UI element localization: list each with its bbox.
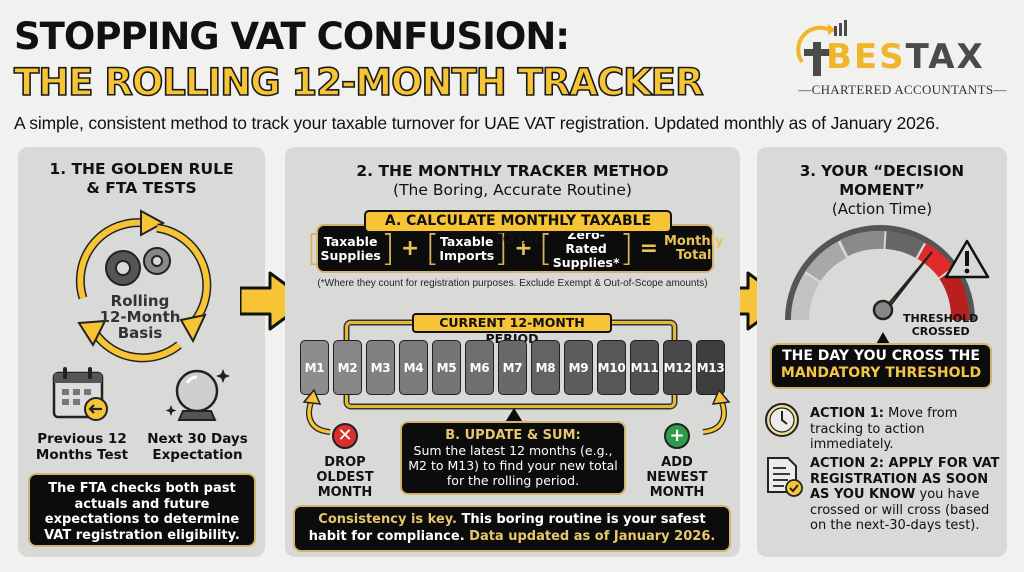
drop-oldest-month-label: DROP OLDEST MONTH (316, 455, 374, 500)
formula-term-taxable-supplies: [Taxable Supplies] (306, 227, 395, 269)
action-2: ACTION 2: APPLY FOR VAT REGISTRATION AS … (810, 456, 1000, 533)
plus-operator: + (514, 236, 532, 261)
logo-tagline: —CHARTERED ACCOUNTANTS— (798, 82, 1007, 97)
curved-arrow-add-icon (702, 388, 731, 435)
month-box: M6 (465, 340, 494, 395)
decision-callout: THE DAY YOU CROSS THE MANDATORY THRESHOL… (772, 345, 990, 387)
close-icon: ✕ (332, 423, 358, 449)
step-a-label: A. CALCULATE MONTHLY TAXABLE TOTAL (364, 210, 672, 248)
next-30-days-expectation-label: Next 30 Days Expectation (147, 431, 248, 463)
current-period-label: CURRENT 12-MONTH PERIOD (412, 313, 612, 346)
month-box: M13 (696, 340, 725, 395)
previous-12-months-test-label: Previous 12 Months Test (35, 431, 129, 463)
curved-arrow-drop-icon (302, 388, 331, 435)
pointer-triangle-icon (504, 408, 524, 424)
fta-callout: The FTA checks both past actuals and fut… (30, 475, 254, 545)
panel1-title: 1. THE GOLDEN RULE & FTA TESTS (49, 160, 234, 197)
bestax-logo: BESTAX —CHARTERED ACCOUNTANTS— (790, 18, 1015, 103)
update-sum-callout: B. UPDATE & SUM: Sum the latest 12 month… (402, 423, 624, 493)
page-title: STOPPING VAT CONFUSION: (14, 15, 570, 58)
add-newest-month-label: ADD NEWEST MONTH (646, 455, 708, 500)
month-box: M12 (663, 340, 692, 395)
formula-footnote: (*Where they count for registration purp… (317, 278, 708, 289)
month-box: M11 (630, 340, 659, 395)
action-1: ACTION 1: Move from tracking to action i… (810, 406, 958, 452)
logo-wordmark: BESTAX (826, 37, 985, 77)
month-box: M1 (300, 340, 329, 395)
logo-mark-icon (796, 20, 847, 76)
document-check-icon (767, 457, 803, 497)
page-title-highlight: THE ROLLING 12-MONTH TRACKER (13, 61, 704, 104)
plus-operator: + (400, 236, 420, 261)
crystal-ball-icon (165, 369, 230, 421)
month-box: M2 (333, 340, 362, 395)
clock-icon (765, 403, 799, 437)
formula-term-zero-rated: [Zero-Rated Supplies*] (538, 226, 634, 270)
month-box: M8 (531, 340, 560, 395)
month-strip: M1 M2 M3 M4 M5 M6 M7 M8 M9 M10 M11 M12 M… (300, 340, 725, 395)
formula-result: Monthly Total (664, 233, 724, 263)
month-box: M10 (597, 340, 626, 395)
month-box: M5 (432, 340, 461, 395)
pointer-triangle-icon (875, 332, 891, 346)
month-box: M4 (399, 340, 428, 395)
consistency-banner: Consistency is key. This boring routine … (295, 507, 729, 550)
calendar-icon (52, 367, 108, 421)
warning-icon (944, 239, 990, 279)
panel3-title: 3. YOUR “DECISION MOMENT” (Action Time) (799, 162, 965, 218)
panel2-title: 2. THE MONTHLY TRACKER METHOD (The Borin… (356, 162, 669, 199)
page-subtitle: A simple, consistent method to track you… (14, 113, 940, 133)
month-box: M9 (564, 340, 593, 395)
month-box: M3 (366, 340, 395, 395)
plus-icon: + (664, 423, 690, 449)
month-box: M7 (498, 340, 527, 395)
rolling-basis-label: Rolling 12-Month Basis (99, 292, 181, 342)
equals-operator: = (639, 236, 658, 261)
gear-icon (105, 247, 171, 286)
threshold-crossed-label: THRESHOLD CROSSED (903, 312, 979, 338)
rolling-cycle-icon (75, 209, 212, 363)
